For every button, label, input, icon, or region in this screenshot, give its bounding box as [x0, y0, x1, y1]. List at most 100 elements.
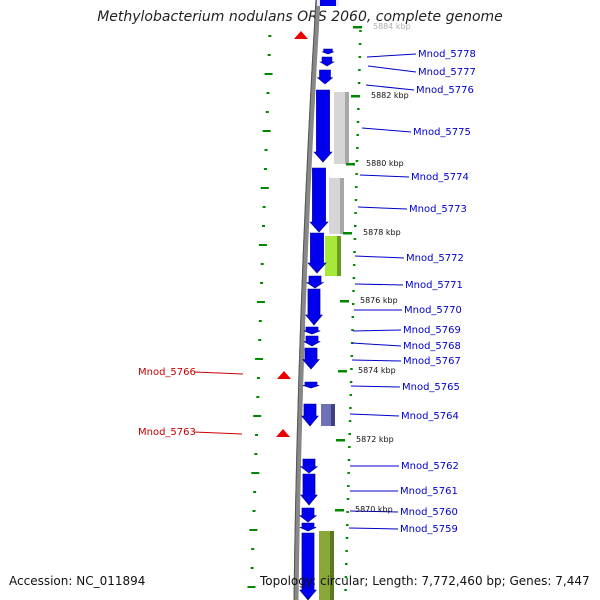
gene-arrow — [319, 56, 335, 67]
inner-tick — [356, 147, 359, 149]
gene-arrow — [301, 403, 319, 427]
gene-label: Mnod_5774 — [411, 172, 469, 183]
gene-label: Mnod_5761 — [400, 486, 458, 497]
kbp-scale: 5884 kbp 5882 kbp 5880 kbp 5878 kbp 5876 kbp… — [335, 22, 411, 514]
inner-tick — [355, 186, 358, 188]
backbone-line — [293, 0, 321, 600]
map-title: Methylobacterium nodulans ORS 2060, comp… — [97, 9, 503, 25]
gene-arrow — [299, 522, 317, 532]
inner-tick — [347, 485, 350, 487]
inner-tick — [346, 511, 349, 513]
kbp-tick — [340, 300, 349, 303]
gene-arrow — [305, 288, 323, 326]
gene-arrow — [307, 232, 327, 274]
gene-arrow — [303, 335, 321, 347]
inner-tick — [354, 225, 357, 227]
feature-block-edge — [331, 404, 335, 426]
kbp-label: 5878 kbp — [363, 228, 401, 237]
reverse-gene-marker — [294, 31, 308, 39]
gene-label: Mnod_5775 — [413, 127, 471, 138]
outer-tick — [253, 491, 257, 493]
gene-arrow — [298, 507, 318, 523]
inner-tick — [359, 30, 362, 32]
kbp-tick — [353, 26, 362, 29]
inner-tick — [352, 264, 356, 266]
gene-arrow — [316, 69, 334, 85]
outer-tick — [252, 510, 256, 512]
outer-tick — [262, 206, 266, 208]
outer-tick — [268, 35, 272, 37]
inner-tick — [358, 43, 362, 45]
gene-arrow — [309, 167, 329, 233]
gene-label: Mnod_5772 — [406, 253, 464, 264]
gene-arrow — [302, 347, 320, 370]
kbp-label: 5874 kbp — [358, 366, 396, 375]
inner-dot-track — [344, 30, 362, 591]
gene-arrow-partial — [320, 0, 336, 6]
outer-tick — [256, 377, 260, 379]
gene-label: Mnod_5778 — [418, 49, 476, 60]
gene-arrow — [299, 458, 319, 474]
leader-line — [349, 413, 400, 417]
feature-block-edge — [337, 236, 341, 276]
leader-line-reverse — [193, 431, 243, 435]
inner-tick — [344, 576, 348, 578]
outer-tick — [258, 244, 267, 246]
outer-tick — [249, 529, 258, 531]
inner-tick — [346, 524, 349, 526]
leader-line — [359, 174, 410, 178]
outer-tick — [264, 149, 268, 151]
outer-tick — [256, 396, 260, 398]
gene-label: Mnod_5777 — [418, 67, 476, 78]
feature-block-edge — [330, 531, 334, 600]
gene-label-reverse: Mnod_5766 — [138, 367, 196, 378]
inner-tick — [356, 134, 359, 136]
gene-arrow — [305, 275, 325, 289]
leader-line — [354, 283, 404, 286]
inner-tick — [354, 212, 357, 214]
outer-tick — [255, 358, 264, 360]
leader-line-reverse — [193, 371, 244, 375]
inner-tick — [351, 303, 355, 305]
outer-tick — [247, 586, 256, 588]
inner-tick — [355, 160, 359, 162]
leader-line — [351, 359, 402, 362]
inner-tick — [352, 290, 355, 292]
kbp-tick — [335, 509, 344, 512]
outer-tick — [251, 472, 260, 474]
kbp-tick — [351, 95, 360, 98]
kbp-tick — [336, 439, 345, 442]
kbp-label: 5884 kbp — [373, 22, 411, 31]
outer-tick — [264, 73, 273, 75]
outer-tick — [251, 548, 255, 550]
gene-label: Mnod_5765 — [402, 382, 460, 393]
accession-text: Accession: NC_011894 — [9, 574, 146, 588]
outer-tick — [262, 225, 265, 227]
gene-label: Mnod_5764 — [401, 411, 459, 422]
inner-tick — [344, 563, 348, 565]
gene-label: Mnod_5759 — [400, 524, 458, 535]
inner-tick — [351, 329, 354, 331]
gene-arrow — [313, 89, 333, 163]
outer-tick — [266, 92, 270, 94]
outer-tick — [267, 54, 271, 56]
kbp-tick — [343, 232, 352, 235]
inner-tick — [356, 121, 360, 123]
kbp-label: 5870 kbp — [355, 505, 393, 514]
inner-tick — [345, 550, 348, 552]
gene-arrow — [302, 381, 320, 389]
inner-tick — [358, 69, 361, 71]
leader-line — [367, 65, 417, 73]
leader-line — [354, 255, 405, 259]
inner-tick — [348, 420, 352, 422]
feature-blocks — [319, 92, 349, 600]
outer-tick — [262, 130, 271, 132]
reverse-gene-marker — [276, 429, 290, 437]
gene-label: Mnod_5762 — [401, 461, 459, 472]
inner-tick — [346, 498, 350, 500]
gene-label-reverse: Mnod_5763 — [138, 427, 196, 438]
outer-tick — [254, 453, 258, 455]
gene-arrows — [276, 0, 339, 600]
gene-label: Mnod_5773 — [409, 204, 467, 215]
